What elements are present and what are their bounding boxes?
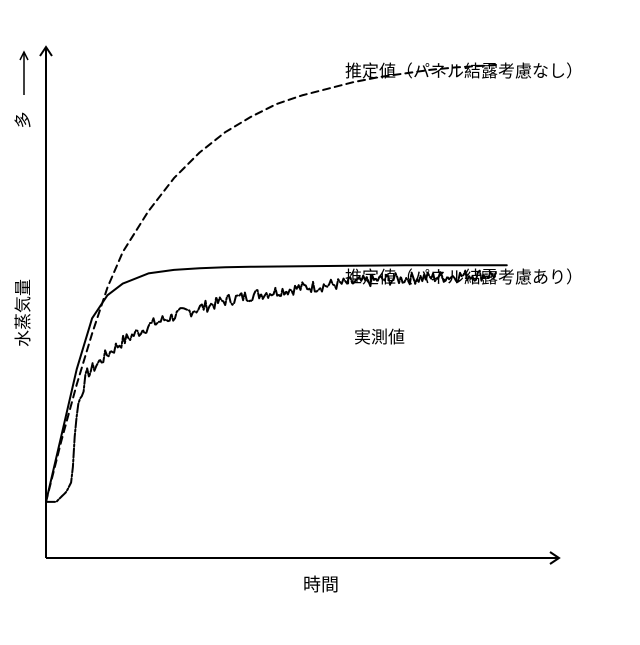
series-with-condensation-line (46, 265, 507, 502)
labels: 推定値（パネル結露考慮なし） 推定値（パネル結露考慮あり） 実測値 時間 水蒸気… (14, 52, 583, 596)
y-axis-label: 水蒸気量 (14, 279, 34, 347)
series-label-measured: 実測値 (354, 328, 405, 348)
y-direction-arrow (20, 52, 28, 95)
series-measured-line (46, 271, 496, 502)
y-direction-label: 多 (14, 112, 34, 129)
series-label-with-condensation: 推定値（パネル結露考慮あり） (345, 268, 583, 288)
series-label-no-condensation: 推定値（パネル結露考慮なし） (345, 62, 583, 82)
x-axis-label: 時間 (303, 575, 339, 596)
axes (40, 47, 559, 564)
